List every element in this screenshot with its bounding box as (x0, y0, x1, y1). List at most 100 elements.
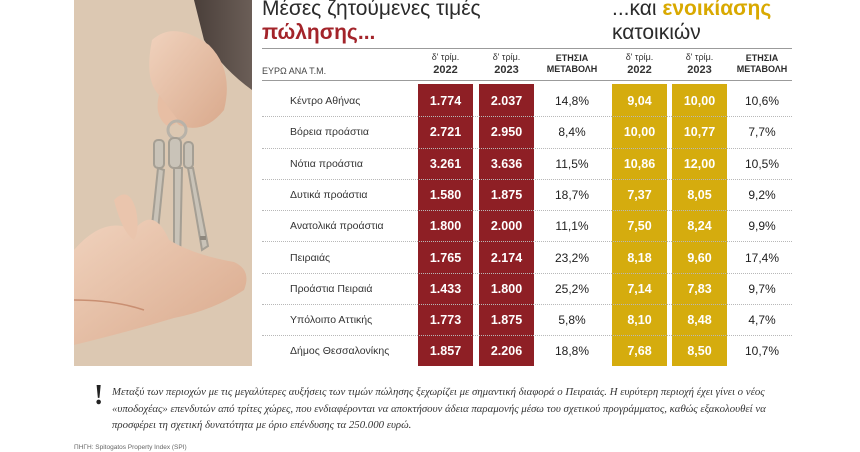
sale-2022-value: 2.721 (429, 125, 462, 140)
region-name: Προάστια Πειραιά (290, 282, 373, 295)
header-rent-2022: δ' τρίμ. 2022 (625, 52, 654, 76)
table-row: Δυτικά προάστια 1.580 1.875 18,7% 7,37 8,05 9,… (262, 180, 792, 212)
table-row: Νότια προάστια 3.261 3.636 11,5% 10,86 12,00 1… (262, 149, 792, 180)
table-top-divider (262, 48, 792, 49)
sale-2022-value: 1.857 (429, 344, 462, 359)
rent-2022-value: 7,68 (627, 344, 652, 359)
sale-change-value: 18,8% (554, 344, 590, 359)
row-divider (262, 241, 792, 243)
rent-prices-heading: ...και ενοικίασης κατοικιών (612, 0, 812, 45)
sale-2023-value: 2.206 (490, 344, 523, 359)
region-name: Δυτικά προάστια (290, 188, 368, 201)
header-sale-2023: δ' τρίμ. 2023 (492, 52, 521, 76)
rent-2023-value: 8,24 (687, 219, 712, 234)
sale-2022-column (418, 84, 473, 366)
rent-2022-column (612, 84, 667, 366)
region-name: Κέντρο Αθήνας (290, 95, 361, 107)
source-credit: ΠΗΓΗ: Spitogatos Property Index (SPI) (74, 444, 187, 451)
sale-2023-value: 1.875 (490, 313, 523, 328)
sale-2022-value: 3.261 (429, 156, 462, 171)
rent-change-value: 9,9% (748, 219, 776, 234)
sale-change-value: 14,8% (554, 94, 590, 108)
sale-2022-value: 1.774 (429, 94, 462, 108)
sale-2022-value: 1.773 (429, 313, 462, 328)
region-name: Βόρεια προάστια (290, 126, 369, 139)
rent-2022-value: 8,18 (627, 250, 652, 265)
sale-heading-line1: Μέσες ζητούμενες τιμές (262, 0, 481, 20)
table-row: Προάστια Πειραιά 1.433 1.800 25,2% 7,14 7,83 9… (262, 274, 792, 306)
rent-2022-value: 7,37 (627, 187, 652, 202)
rent-change-value: 4,7% (748, 313, 776, 328)
rent-2023-value: 9,60 (687, 250, 712, 265)
row-divider (262, 304, 792, 306)
rent-change-value: 10,5% (744, 156, 780, 171)
region-name: Υπόλοιπο Αττικής (290, 314, 373, 327)
rent-change-value: 9,7% (748, 281, 776, 296)
rent-2023-value: 10,00 (683, 94, 716, 108)
sale-heading-line2: πώλησης... (262, 21, 376, 44)
rent-2023-value: 8,05 (687, 187, 712, 202)
sale-change-value: 11,1% (555, 219, 589, 234)
row-divider (262, 272, 792, 274)
sale-change-value: 23,2% (554, 250, 590, 265)
rent-2023-value: 8,50 (687, 344, 712, 359)
header-rent-change: ΕΤΗΣΙΑ ΜΕΤΑΒΟΛΗ (736, 53, 788, 74)
row-divider (262, 335, 792, 337)
rent-2023-value: 10,77 (683, 125, 716, 140)
region-name: Ανατολικά προάστια (290, 220, 384, 233)
table-row: Δήμος Θεσσαλονίκης 1.857 2.206 18,8% 7,68 8,5… (262, 336, 792, 367)
table-row: Υπόλοιπο Αττικής 1.773 1.875 5,8% 8,10 8,48 4,… (262, 305, 792, 337)
note-text: Μεταξύ των περιοχών με τις μεγαλύτερες α… (112, 386, 766, 431)
sale-2023-value: 2.174 (490, 250, 523, 265)
table-row: Πειραιάς 1.765 2.174 23,2% 8,18 9,60 17,4% (262, 243, 792, 274)
sale-2022-value: 1.433 (429, 281, 462, 296)
sale-2023-value: 2.037 (490, 94, 523, 108)
row-divider (262, 116, 792, 118)
sale-2022-value: 1.580 (429, 187, 462, 202)
sale-2022-value: 1.765 (429, 250, 462, 265)
sale-2023-column (479, 84, 534, 366)
exclamation-icon: ! (94, 380, 104, 411)
rent-change-value: 10,6% (744, 94, 780, 108)
sale-2022-value: 1.800 (429, 219, 462, 234)
region-name: Πειραιάς (290, 251, 331, 264)
sale-prices-heading: Μέσες ζητούμενες τιμές πώλησης... (262, 0, 512, 45)
rent-2022-value: 7,50 (627, 219, 652, 234)
sale-2023-value: 2.950 (490, 125, 523, 140)
sale-change-value: 5,8% (558, 313, 586, 328)
rent-2023-column (672, 84, 727, 366)
rent-change-value: 9,2% (748, 187, 776, 202)
rent-heading-line2: ενοικίασης (662, 0, 772, 20)
sale-change-value: 11,5% (555, 156, 589, 171)
rent-heading-line3: κατοικιών (612, 21, 701, 44)
sale-2023-value: 1.875 (490, 187, 523, 202)
header-sale-2022: δ' τρίμ. 2022 (431, 52, 460, 76)
rent-2023-value: 12,00 (683, 156, 716, 171)
row-divider (262, 147, 792, 149)
rent-heading-line1: ...και (612, 0, 657, 20)
table-row: Βόρεια προάστια 2.721 2.950 8,4% 10,00 10,77 7… (262, 117, 792, 149)
table-row: Ανατολικά προάστια 1.800 2.000 11,1% 7,50 8,2… (262, 211, 792, 243)
header-sale-change: ΕΤΗΣΙΑ ΜΕΤΑΒΟΛΗ (546, 53, 598, 74)
rent-2023-value: 8,48 (687, 313, 712, 328)
sale-2023-value: 1.800 (490, 281, 523, 296)
sale-change-value: 18,7% (554, 187, 590, 202)
sale-2023-value: 3.636 (490, 156, 523, 171)
rent-change-value: 10,7% (744, 344, 780, 359)
sale-change-value: 25,2% (554, 281, 590, 296)
row-divider (262, 210, 792, 212)
header-rent-2023: δ' τρίμ. 2023 (685, 52, 714, 76)
rent-change-value: 7,7% (748, 125, 776, 140)
rent-2022-value: 8,10 (627, 313, 652, 328)
sale-change-value: 8,4% (558, 125, 586, 140)
row-divider (262, 178, 792, 180)
rent-change-value: 17,4% (744, 250, 780, 265)
rent-2022-value: 10,00 (623, 125, 656, 140)
rent-2022-value: 10,86 (623, 156, 656, 171)
region-name: Νότια προάστια (290, 157, 363, 170)
header-divider (262, 80, 792, 81)
rent-2022-value: 9,04 (627, 94, 652, 108)
table-row: Κέντρο Αθήνας 1.774 2.037 14,8% 9,04 10,00 10,… (262, 86, 792, 118)
sale-2023-value: 2.000 (490, 219, 523, 234)
region-name: Δήμος Θεσσαλονίκης (290, 345, 390, 358)
